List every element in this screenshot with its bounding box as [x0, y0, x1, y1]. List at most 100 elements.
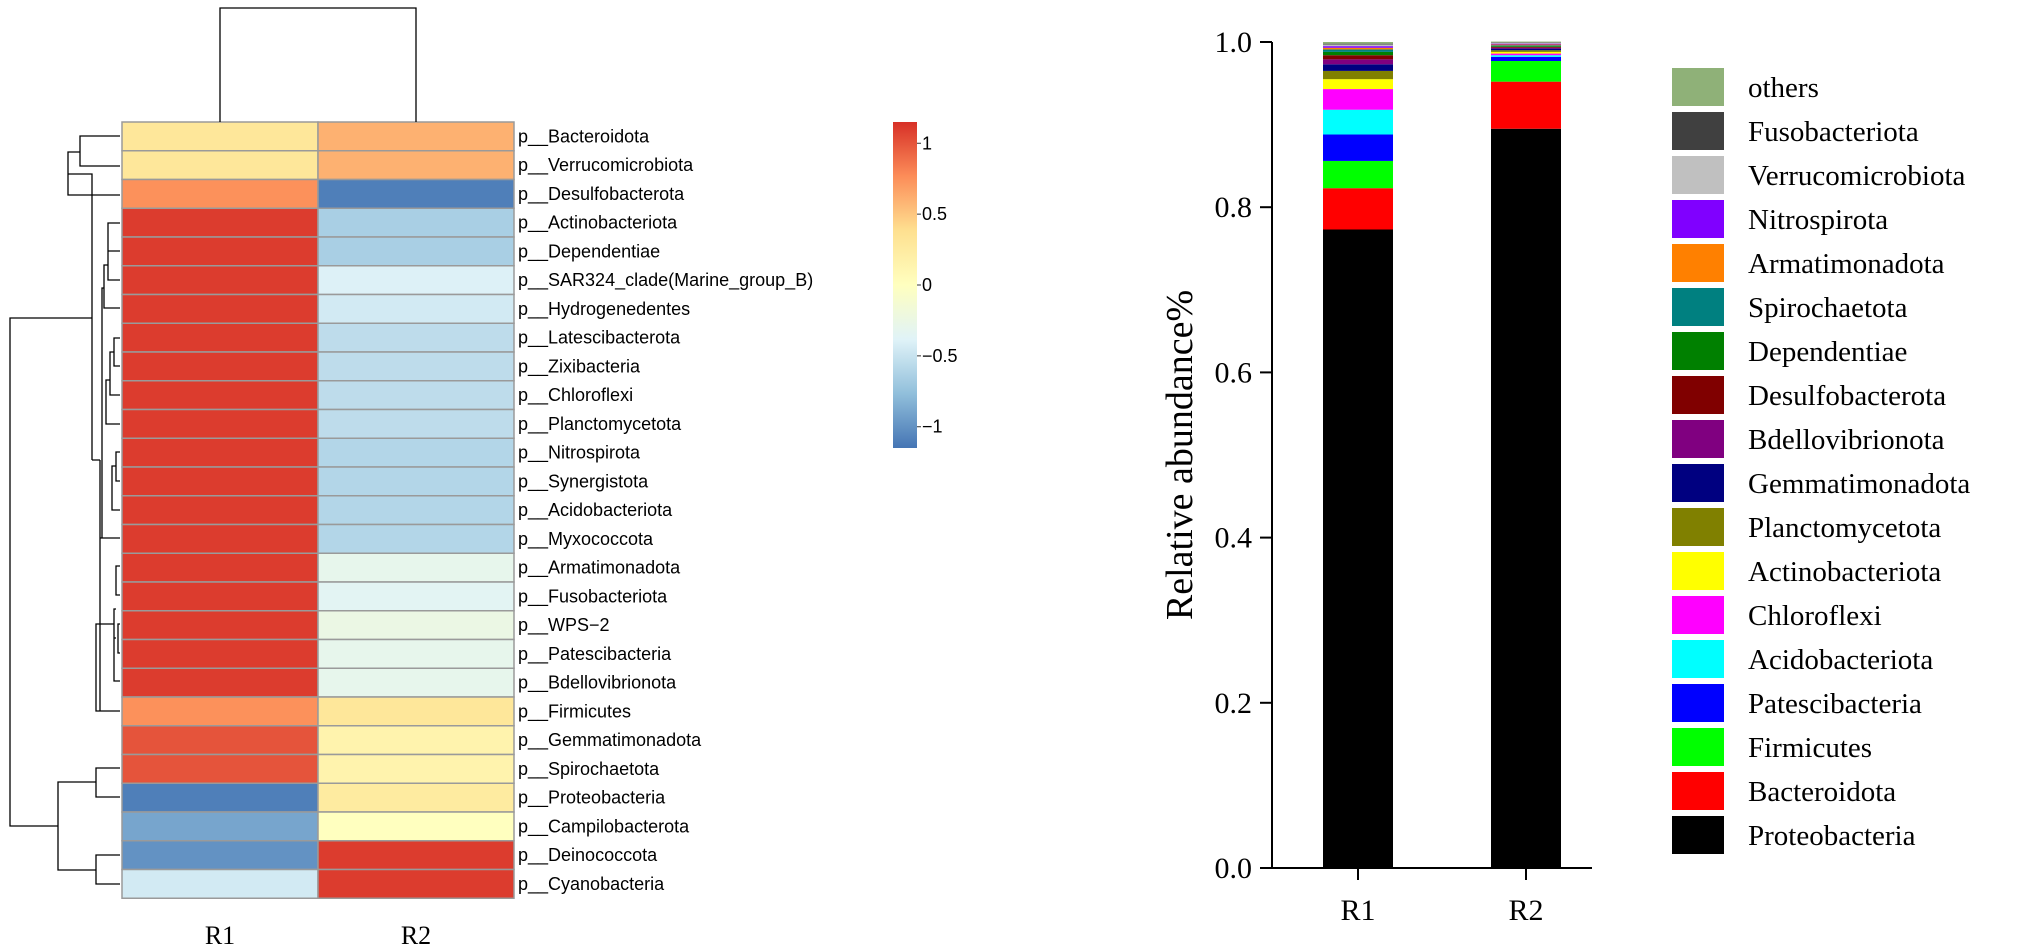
x-tick-label: R2 — [1508, 894, 1543, 927]
heatmap-cell — [317, 667, 515, 698]
legend-label: Armatimonadota — [1748, 248, 1945, 280]
bar-segment — [1491, 56, 1561, 61]
y-tick-label: 0.4 — [1215, 522, 1253, 555]
legend-swatch — [1672, 596, 1724, 634]
legend-swatch — [1672, 640, 1724, 678]
heatmap-cell — [121, 638, 319, 669]
legend-swatch — [1672, 244, 1724, 282]
heatmap-cell — [121, 523, 319, 554]
heatmap-cell — [121, 552, 319, 583]
bar-segment — [1323, 229, 1393, 868]
legend-label: Firmicutes — [1748, 732, 1872, 764]
heatmap-cell — [121, 265, 319, 296]
colorbar-tick-label: 1 — [922, 133, 932, 153]
bar-segment — [1491, 60, 1561, 82]
legend-swatch — [1672, 816, 1724, 854]
legend-swatch — [1672, 112, 1724, 150]
heatmap-row-label: p__Chloroflexi — [518, 385, 633, 406]
bar-segment — [1323, 51, 1393, 56]
heatmap-cell — [121, 753, 319, 784]
bar-segment — [1491, 41, 1561, 43]
heatmap-cell — [317, 495, 515, 526]
heatmap-row-label: p__Zixibacteria — [518, 356, 641, 377]
heatmap-column-labels: R1 R2 — [205, 921, 431, 949]
heatmap-cell — [317, 868, 515, 899]
heatmap-cell — [121, 150, 319, 181]
heatmap-cell — [317, 638, 515, 669]
column-dendrogram — [219, 7, 417, 122]
heatmap-row-label: p__Hydrogenedentes — [518, 299, 690, 320]
heatmap-cell — [317, 552, 515, 583]
heatmap-cell — [121, 667, 319, 698]
heatmap-row-label: p__Desulfobacterota — [518, 184, 685, 205]
heatmap-row-label: p__WPS−2 — [518, 615, 610, 636]
bar-segment — [1323, 42, 1393, 44]
heatmap-cell — [121, 351, 319, 382]
legend-label: Spirochaetota — [1748, 292, 1908, 324]
legend-label: Bdellovibrionota — [1748, 424, 1945, 456]
heatmap-cell — [317, 696, 515, 727]
bar-segment — [1323, 109, 1393, 135]
legend-label: Fusobacteriota — [1748, 116, 1919, 148]
bar-segment — [1323, 55, 1393, 60]
heatmap-cell — [121, 293, 319, 324]
colorbar-tick-label: 0.5 — [922, 204, 947, 224]
heatmap-cell — [121, 610, 319, 641]
bar-segment — [1323, 44, 1393, 47]
heatmap-cell — [317, 178, 515, 209]
legend-swatch — [1672, 288, 1724, 326]
x-tick-label: R1 — [1340, 894, 1375, 927]
bar-segment — [1323, 49, 1393, 52]
heatmap-cell — [121, 696, 319, 727]
heatmap-cell — [121, 868, 319, 899]
legend: others Fusobacteriota Verrucomicrobiota Nit… — [1672, 68, 1970, 854]
heatmap-cell — [317, 236, 515, 267]
heatmap-row-label: p__Myxococcota — [518, 529, 654, 550]
heatmap-cell — [121, 725, 319, 756]
legend-swatch — [1672, 508, 1724, 546]
legend-swatch — [1672, 420, 1724, 458]
bar-segment — [1323, 160, 1393, 189]
heatmap-cell — [317, 408, 515, 439]
bar-segment — [1491, 51, 1561, 54]
bar-segment — [1491, 44, 1561, 46]
heatmap-cell — [121, 811, 319, 842]
heatmap-cell — [121, 840, 319, 871]
heatmap-cell — [121, 581, 319, 612]
heatmap-row-label: p__Nitrospirota — [518, 443, 641, 464]
bar-segment — [1491, 46, 1561, 47]
y-axis-label: Relative abundance% — [1159, 290, 1201, 620]
heatmap-cell — [317, 466, 515, 497]
heatmap-cell — [317, 811, 515, 842]
heatmap-cell — [121, 121, 319, 152]
stacked-bars — [1323, 41, 1561, 869]
heatmap-cell — [317, 782, 515, 813]
heatmap-cell — [121, 782, 319, 813]
heatmap-cell — [121, 207, 319, 238]
bar-segment — [1491, 81, 1561, 129]
legend-label: Planctomycetota — [1748, 512, 1941, 544]
heatmap-row-label: p__Bdellovibrionota — [518, 673, 677, 694]
heatmap-cell — [317, 753, 515, 784]
bar-segment — [1491, 47, 1561, 49]
heatmap-row-label: p__Proteobacteria — [518, 788, 666, 809]
y-tick-label: 0.8 — [1215, 191, 1253, 224]
heatmap-row-label: p__Acidobacteriota — [518, 500, 673, 521]
legend-swatch — [1672, 156, 1724, 194]
legend-label: Proteobacteria — [1748, 820, 1916, 852]
colorbar-tick-label: −0.5 — [922, 346, 958, 366]
bar-segment — [1491, 43, 1561, 45]
legend-label: Gemmatimonadota — [1748, 468, 1970, 500]
heatmap-cell — [121, 178, 319, 209]
legend-label: Bacteroidota — [1748, 776, 1896, 808]
heatmap-cell — [121, 322, 319, 353]
bar-segment — [1491, 45, 1561, 47]
y-tick-label: 0.0 — [1215, 852, 1253, 885]
colorbar: 1 0.5 0 −0.5 −1 — [893, 122, 958, 448]
bar-segment — [1323, 79, 1393, 90]
bar-axes: R1 R2 0.0 0.2 0.4 0.6 0.8 1.0 Relative abundance… — [1159, 26, 1592, 927]
bar-segment — [1323, 43, 1393, 45]
row-dendrogram — [9, 135, 120, 885]
y-tick-label: 1.0 — [1215, 26, 1253, 59]
bar-segment — [1491, 128, 1561, 869]
